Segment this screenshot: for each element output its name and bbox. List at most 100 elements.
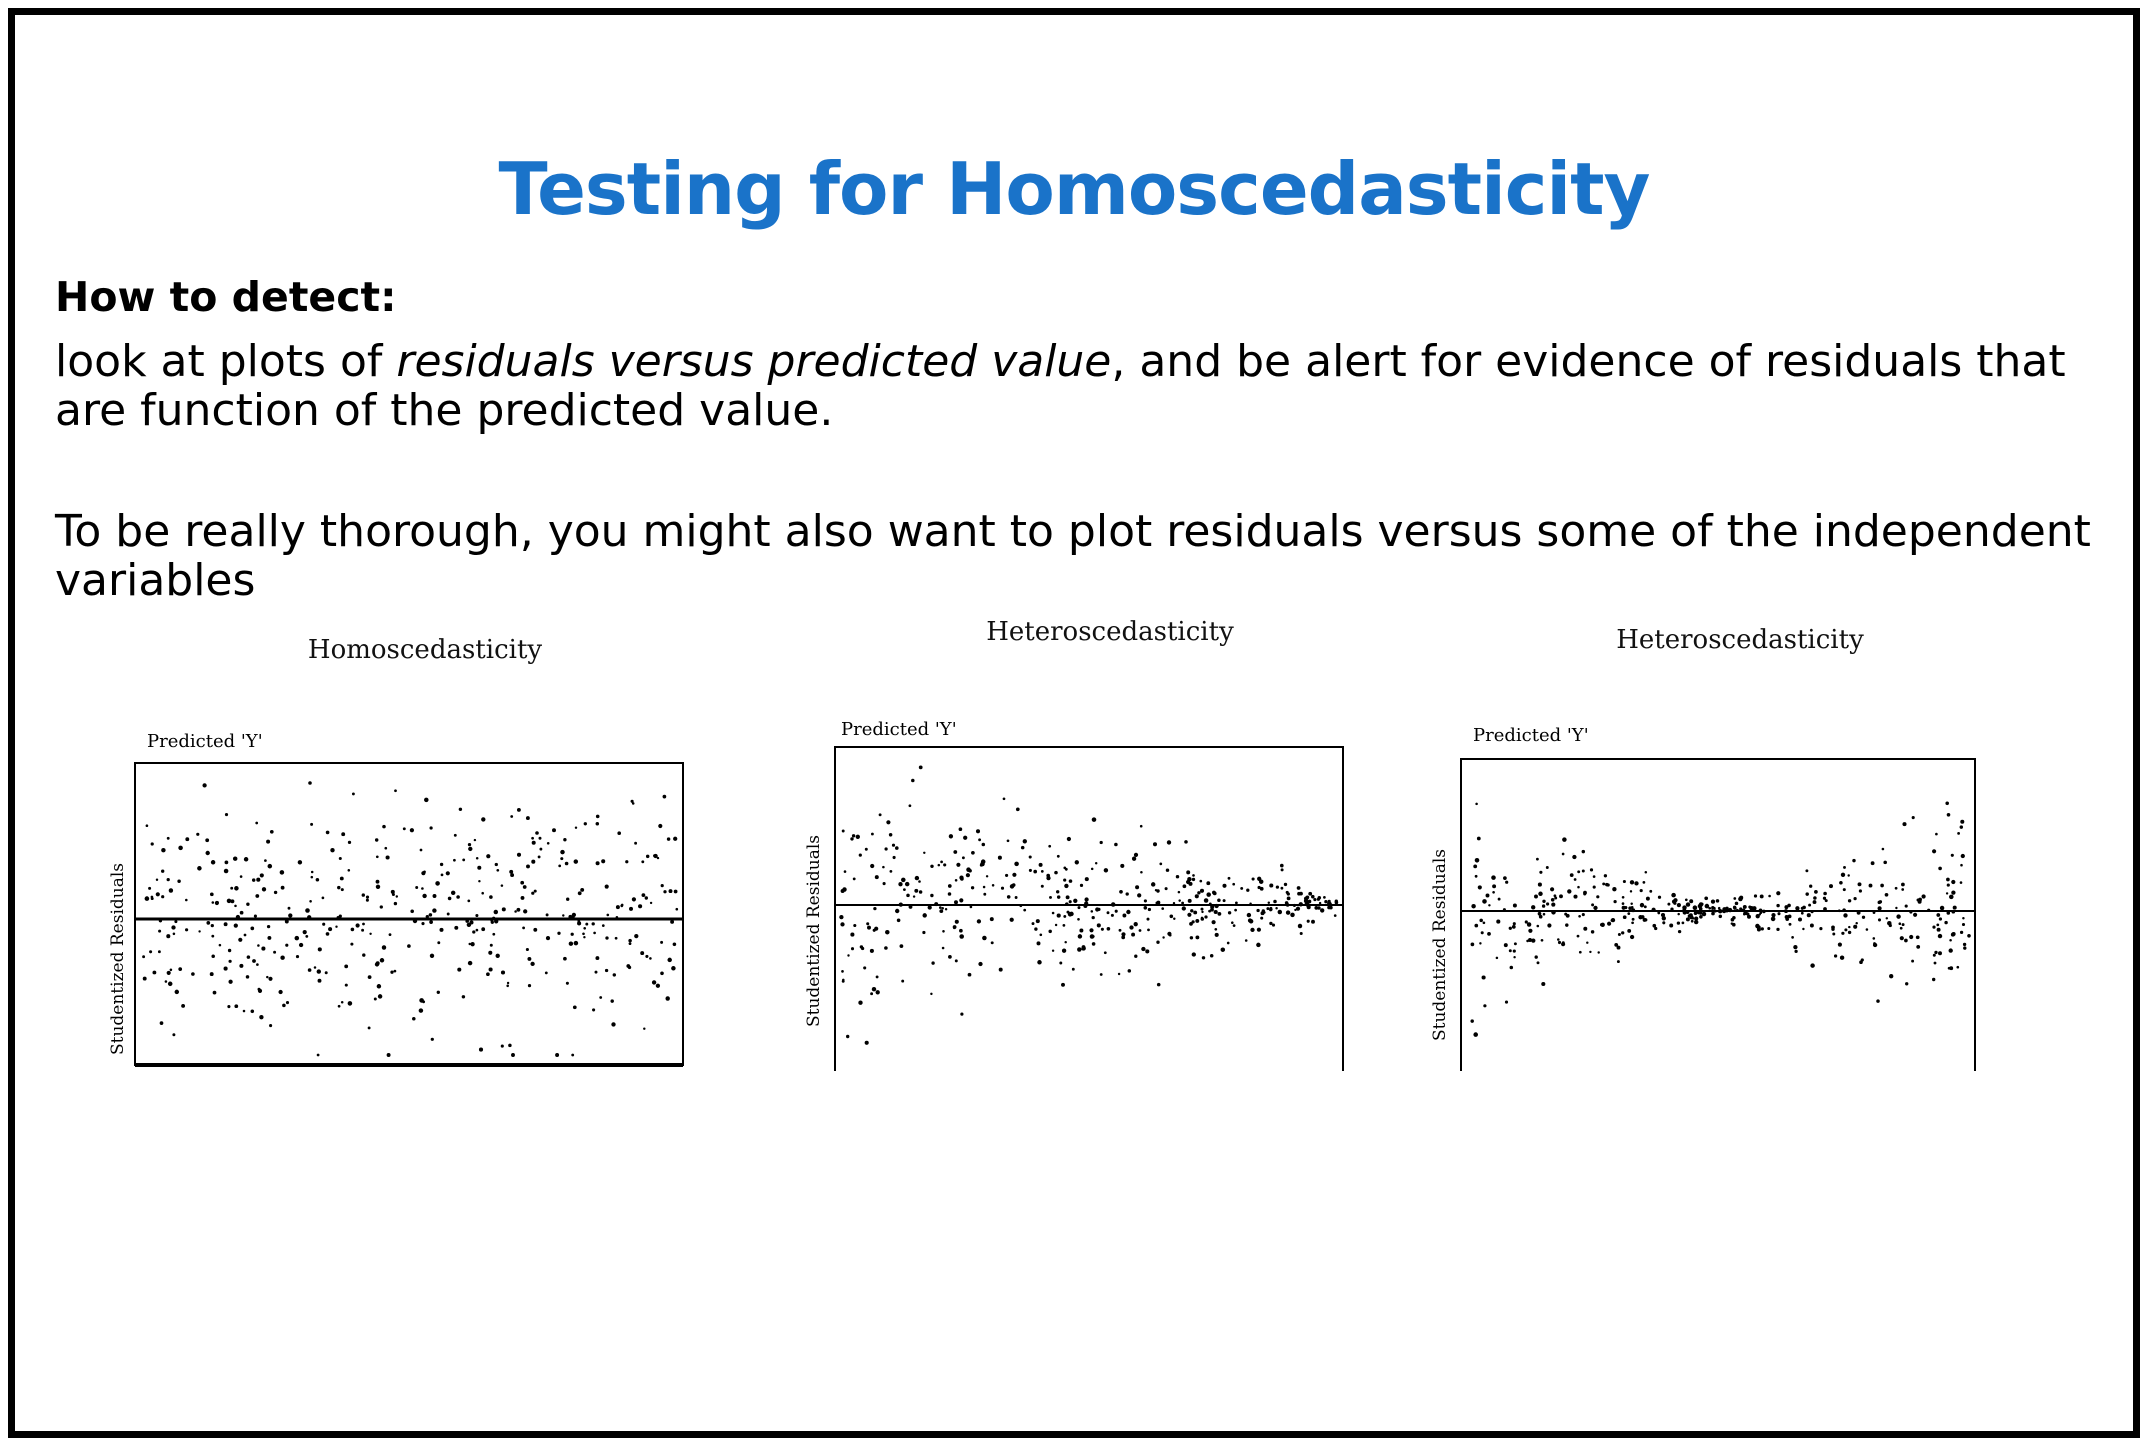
residual-point xyxy=(899,944,904,948)
residual-point xyxy=(982,885,986,889)
residual-point xyxy=(202,783,207,788)
residual-point xyxy=(1068,879,1073,883)
residual-point xyxy=(250,1009,255,1014)
residual-point xyxy=(1305,902,1310,907)
residual-point xyxy=(629,906,633,911)
residual-point xyxy=(1771,913,1776,918)
residual-point xyxy=(486,854,491,859)
residual-point xyxy=(158,929,162,933)
residual-point xyxy=(1006,895,1011,899)
residual-point xyxy=(167,981,173,987)
residual-point xyxy=(198,930,201,933)
residual-point xyxy=(1121,935,1126,940)
slide-title: Testing for Homoscedasticity xyxy=(15,153,2133,225)
residual-point xyxy=(1689,899,1694,904)
residual-point xyxy=(1311,919,1315,924)
residual-point xyxy=(1226,941,1230,945)
residual-point xyxy=(1631,921,1634,925)
residual-point xyxy=(1752,906,1757,911)
residual-point xyxy=(953,850,958,854)
residual-point xyxy=(1642,881,1646,884)
residual-point xyxy=(615,905,620,910)
residual-point xyxy=(572,1005,577,1010)
residual-point xyxy=(509,869,514,874)
residual-point xyxy=(1885,917,1889,920)
residual-point xyxy=(1327,901,1332,906)
residual-point xyxy=(884,946,888,950)
residual-point xyxy=(428,913,433,917)
residual-point xyxy=(645,954,649,958)
residual-point xyxy=(1628,906,1632,910)
residual-point xyxy=(234,886,239,891)
residual-point xyxy=(595,861,600,866)
residual-point xyxy=(1492,884,1497,889)
residual-point xyxy=(351,792,355,796)
residual-point xyxy=(161,847,166,853)
residual-point xyxy=(218,943,222,947)
paragraph-prefix: look at plots of xyxy=(55,336,397,387)
residual-point xyxy=(903,888,906,891)
residual-point xyxy=(937,863,941,867)
residual-point xyxy=(1273,899,1277,904)
residual-point xyxy=(667,957,672,963)
residual-point xyxy=(1320,908,1325,913)
residual-point xyxy=(1627,928,1632,933)
residual-point xyxy=(1645,896,1650,901)
residual-point xyxy=(1040,884,1044,888)
residual-point xyxy=(580,887,585,892)
residual-point xyxy=(970,886,975,890)
residual-point xyxy=(1323,896,1326,899)
x-axis-label: Predicted 'Y' xyxy=(1473,725,1589,746)
residual-point xyxy=(1308,891,1313,896)
residual-point xyxy=(266,975,269,979)
residual-point xyxy=(362,953,366,957)
residual-point xyxy=(437,941,441,945)
residual-point xyxy=(1767,926,1771,931)
residual-point xyxy=(1932,925,1936,929)
residual-point xyxy=(481,817,486,822)
residual-point xyxy=(205,838,210,843)
residual-point xyxy=(573,859,579,864)
residual-point xyxy=(347,869,351,872)
residual-point xyxy=(350,927,355,932)
residual-point xyxy=(1039,933,1043,937)
residual-point xyxy=(453,858,456,862)
residual-point xyxy=(1077,934,1083,939)
residual-point xyxy=(948,834,954,839)
residual-point xyxy=(1020,845,1025,850)
residual-point xyxy=(297,860,303,865)
residual-point xyxy=(1034,927,1038,931)
residual-point xyxy=(671,966,676,971)
residual-point xyxy=(465,919,469,923)
residual-point xyxy=(675,907,679,911)
residual-point xyxy=(439,927,444,932)
residual-point xyxy=(1550,898,1555,902)
residual-point xyxy=(155,892,160,897)
residual-point xyxy=(1156,982,1161,987)
residual-point xyxy=(1673,898,1678,903)
residual-point xyxy=(1896,914,1901,919)
residual-point xyxy=(280,885,285,890)
residual-point xyxy=(869,948,874,953)
residual-point xyxy=(494,919,499,924)
residual-point xyxy=(385,855,390,860)
residual-point xyxy=(1614,943,1619,947)
residual-point xyxy=(181,1003,186,1008)
residual-point xyxy=(402,827,406,831)
residual-point xyxy=(267,935,272,940)
residual-point xyxy=(1899,936,1904,941)
residual-point xyxy=(853,923,857,928)
residual-point xyxy=(212,990,217,995)
residual-point xyxy=(1961,922,1966,927)
residual-point xyxy=(1172,901,1176,905)
residual-point xyxy=(601,859,606,864)
residual-point xyxy=(1667,902,1671,906)
residual-point xyxy=(238,937,243,942)
residual-point xyxy=(1152,842,1158,847)
residual-point xyxy=(615,916,619,919)
residual-point xyxy=(1022,839,1027,844)
residual-point xyxy=(1214,932,1219,937)
residual-point xyxy=(1557,940,1562,945)
residual-point xyxy=(1217,898,1221,903)
residual-point xyxy=(1876,999,1880,1003)
